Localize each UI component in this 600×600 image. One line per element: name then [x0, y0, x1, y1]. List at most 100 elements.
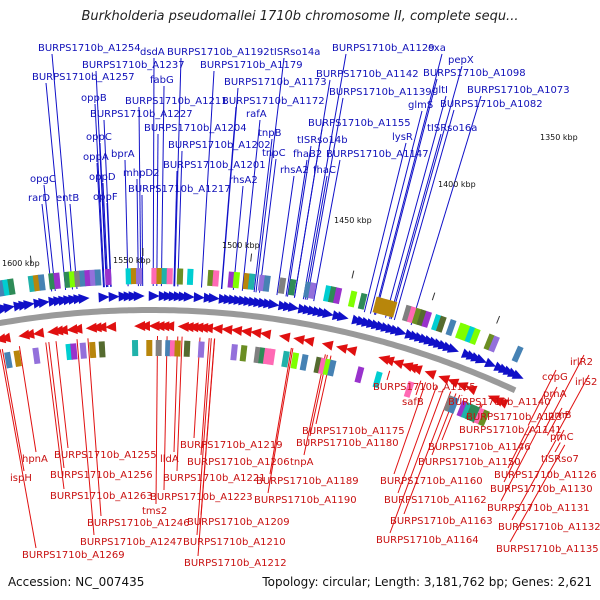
gene-label[interactable]: gltI: [432, 85, 448, 96]
gene-label[interactable]: BURPS1710b_A1247: [80, 537, 183, 548]
gene-label[interactable]: BURPS1710b_A1082: [440, 99, 543, 110]
gene-label[interactable]: lysR: [392, 132, 413, 143]
gene-label[interactable]: irlR2: [570, 357, 593, 368]
gene-label[interactable]: oxa: [428, 43, 446, 54]
gene-label[interactable]: BURPS1710b_A1263: [50, 491, 153, 502]
gene-label[interactable]: BURPS1710b_A1098: [423, 68, 526, 79]
gene-label[interactable]: BURPS1710b_A1165: [373, 382, 476, 393]
gene-label[interactable]: BURPS1710b_A1150: [418, 457, 521, 468]
gene-arrow: [302, 336, 315, 347]
cog-block: [174, 340, 181, 357]
gene-label[interactable]: bprA: [111, 149, 135, 160]
gene-label[interactable]: ispH: [10, 473, 32, 484]
gene-label[interactable]: pepX: [448, 55, 474, 66]
gene-label[interactable]: BURPS1710b_A1210: [183, 537, 286, 548]
gene-label[interactable]: tISRso14a: [270, 47, 320, 58]
gene-label[interactable]: BURPS1710b_A1141: [459, 425, 562, 436]
leader-line: [176, 336, 183, 472]
gene-label[interactable]: fhaC: [313, 165, 336, 176]
gene-label[interactable]: tISRso7: [541, 454, 579, 465]
gene-label[interactable]: oppF: [93, 192, 118, 203]
gene-label[interactable]: BURPS1710b_A1201: [163, 160, 266, 171]
gene-label[interactable]: copG: [542, 372, 568, 383]
gene-label[interactable]: BURPS1710b_A1212: [184, 558, 287, 569]
gene-label[interactable]: BURPS1710b_A1164: [376, 535, 479, 546]
gene-label[interactable]: BURPS1710b_A1192: [167, 47, 270, 58]
gene-label[interactable]: oppC: [86, 132, 112, 143]
gene-label[interactable]: tms2: [142, 506, 167, 517]
gene-label[interactable]: tnpB: [258, 128, 282, 139]
gene-label[interactable]: rafA: [246, 109, 267, 120]
gene-label[interactable]: glmS: [408, 100, 433, 111]
gene-label[interactable]: BURPS1710b_A1163: [390, 516, 493, 527]
gene-label[interactable]: opgC: [30, 174, 56, 185]
gene-label[interactable]: BURPS1710b_A1175: [302, 426, 405, 437]
gene-label[interactable]: fhaB2: [293, 149, 322, 160]
gene-label[interactable]: BURPS1710b_A1147: [326, 149, 429, 160]
gene-label[interactable]: BURPS1710b_A1130: [490, 484, 593, 495]
gene-label[interactable]: BURPS1710b_A1172: [222, 96, 325, 107]
gene-label[interactable]: hpnA: [22, 454, 48, 465]
gene-label[interactable]: BURPS1710b_A1206: [187, 457, 290, 468]
gene-label[interactable]: BURPS1710b_A1180: [296, 438, 399, 449]
gene-label[interactable]: BURPS1710b_A1132: [498, 522, 600, 533]
gene-label[interactable]: BURPS1710b_A1129: [332, 43, 435, 54]
gene-label[interactable]: BURPS1710b_A1160: [380, 476, 483, 487]
gene-label[interactable]: BURPS1710b_A1155: [308, 118, 411, 129]
gene-label[interactable]: BURPS1710b_A1179: [200, 60, 303, 71]
gene-label[interactable]: BURPS1710b_A1126: [494, 470, 597, 481]
gene-label[interactable]: BURPS1710b_A1142: [316, 69, 419, 80]
gene-label[interactable]: BURPS1710b_A1135: [496, 544, 599, 555]
gene-label[interactable]: fabG: [150, 75, 174, 86]
gene-label[interactable]: safB: [402, 397, 424, 408]
leader-line: [124, 159, 129, 287]
gene-label[interactable]: BURPS1710b_A1209: [187, 517, 290, 528]
gene-label[interactable]: BURPS1710b_A1146: [428, 442, 531, 453]
gene-label[interactable]: BURPS1710b_A1255: [54, 450, 157, 461]
gene-label[interactable]: rarD: [28, 193, 50, 204]
gene-label[interactable]: tISRso16a: [427, 123, 477, 134]
gene-label[interactable]: BURPS1710b_A1246: [87, 518, 190, 529]
gene-label[interactable]: oppD: [89, 172, 116, 183]
gene-label[interactable]: BURPS1710b_A1219: [180, 440, 283, 451]
gene-label[interactable]: BURPS1710b_A1190: [254, 495, 357, 506]
gene-label[interactable]: BURPS1710b_A1211: [125, 96, 228, 107]
gene-label[interactable]: BURPS1710b_A1189: [256, 476, 359, 487]
gene-label[interactable]: BURPS1710b_A1269: [22, 550, 125, 561]
gene-label[interactable]: BURPS1710b_A1173: [224, 77, 327, 88]
gene-label[interactable]: BURPS1710b_A1162: [384, 495, 487, 506]
tick-mark: [431, 292, 436, 301]
gene-label[interactable]: tnpA: [290, 457, 314, 468]
gene-label[interactable]: tnpC: [262, 148, 286, 159]
gene-label[interactable]: oppB: [81, 93, 107, 104]
gene-label[interactable]: mhpD2: [123, 168, 160, 179]
gene-label[interactable]: BURPS1710b_A1202: [168, 140, 271, 151]
gene-label[interactable]: BURPS1710b_A1217: [128, 184, 231, 195]
cog-block: [4, 351, 13, 369]
gene-label[interactable]: BURPS1710b_A1131: [487, 503, 590, 514]
gene-label[interactable]: BURPS1710b_A1140: [448, 397, 551, 408]
cog-block: [135, 268, 143, 285]
gene-label[interactable]: dsdA: [140, 47, 165, 58]
gene-label[interactable]: BURPS1710b_A1237: [82, 60, 185, 71]
gene-label[interactable]: oppA: [83, 152, 109, 163]
gene-label[interactable]: BURPS1710b_A1227: [90, 109, 193, 120]
gene-label[interactable]: BURPS1710b_A1257: [32, 72, 135, 83]
gene-label[interactable]: BURPS1710b_A1256: [50, 470, 153, 481]
gene-label[interactable]: BURPS1710b_A1139: [329, 87, 432, 98]
gene-label[interactable]: BURPS1710b_A1221: [163, 473, 266, 484]
gene-label[interactable]: rhsA2: [280, 165, 309, 176]
gene-label[interactable]: prnC: [550, 432, 574, 443]
gene-label[interactable]: lldA: [160, 454, 179, 465]
gene-label[interactable]: prnA: [543, 389, 567, 400]
gene-label[interactable]: rhsA2: [229, 175, 258, 186]
gene-label[interactable]: BURPS1710b_A1204: [144, 123, 247, 134]
gene-label[interactable]: irlS2: [575, 377, 597, 388]
gene-label[interactable]: tISRso14b: [297, 135, 348, 146]
gene-label[interactable]: prnB: [548, 410, 572, 421]
gene-label[interactable]: BURPS1710b_A1137: [466, 412, 569, 423]
gene-label[interactable]: BURPS1710b_A1073: [467, 85, 570, 96]
gene-label[interactable]: entB: [56, 193, 79, 204]
gene-label[interactable]: BURPS1710b_A1223: [150, 492, 253, 503]
gene-label[interactable]: BURPS1710b_A1254: [38, 43, 141, 54]
